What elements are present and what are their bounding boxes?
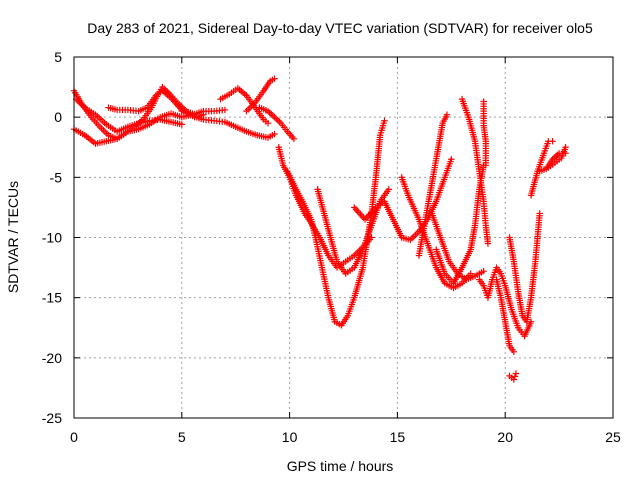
sat-track-25 (480, 98, 489, 169)
data-point-marker (381, 117, 388, 124)
y-tick-label: -5 (50, 169, 63, 185)
y-tick-labels: -25 -20 -15 -10 -5 0 5 (42, 49, 62, 426)
data-point-marker (536, 210, 543, 217)
sat-track-24 (545, 144, 569, 171)
sat-track-16 (433, 162, 487, 287)
sat-track-6 (217, 85, 272, 127)
x-tick-label: 5 (178, 429, 186, 445)
sat-track-19 (506, 210, 543, 325)
data-point-marker (512, 370, 520, 377)
x-tick-label: 10 (282, 429, 298, 445)
data-point-marker (510, 348, 518, 356)
y-tick-label: -10 (42, 230, 62, 246)
x-tick-label: 0 (70, 429, 78, 445)
data-point-marker (448, 156, 455, 163)
data-point-marker (385, 186, 392, 193)
data-point-marker (221, 106, 229, 114)
data-point-marker (484, 240, 492, 247)
x-tick-label: 25 (605, 429, 621, 445)
chart-title: Day 283 of 2021, Sidereal Day-to-day VTE… (87, 20, 593, 36)
data-point-marker (271, 130, 278, 138)
data-series (70, 75, 569, 383)
plot-frame (73, 56, 614, 419)
sat-track-5 (178, 107, 278, 141)
y-tick-label: 0 (54, 109, 62, 125)
sat-track-18 (476, 264, 535, 340)
data-point-marker (480, 267, 487, 275)
x-tick-label: 15 (390, 429, 406, 445)
sat-track-8 (256, 104, 298, 143)
x-axis-title: GPS time / hours (287, 458, 394, 474)
sat-track-20 (493, 276, 518, 356)
y-tick-label: -15 (42, 290, 62, 306)
data-point-marker (178, 121, 185, 128)
sat-track-21 (506, 370, 520, 383)
data-point-marker (562, 144, 569, 151)
y-tick-label: -20 (42, 350, 62, 366)
data-point-marker (271, 75, 278, 82)
sat-track-17 (458, 95, 492, 247)
data-point-marker (443, 111, 451, 118)
x-tick-label: 20 (497, 429, 513, 445)
x-tick-labels: 0 5 10 15 20 25 (70, 429, 621, 445)
sat-track-7 (243, 75, 278, 115)
data-point-marker (368, 234, 375, 241)
sat-track-15 (415, 111, 451, 259)
data-point-marker (549, 138, 556, 145)
data-point-marker (482, 162, 489, 169)
data-point-marker (511, 373, 519, 380)
data-point-marker (264, 119, 272, 127)
y-tick-label: -25 (42, 410, 62, 426)
y-axis-title: SDTVAR / TECUs (5, 181, 21, 293)
sat-track-23 (527, 138, 556, 199)
y-tick-label: 5 (54, 49, 62, 65)
data-point-marker (510, 376, 518, 383)
data-point-marker (290, 135, 298, 143)
sat-track-3 (72, 95, 185, 135)
